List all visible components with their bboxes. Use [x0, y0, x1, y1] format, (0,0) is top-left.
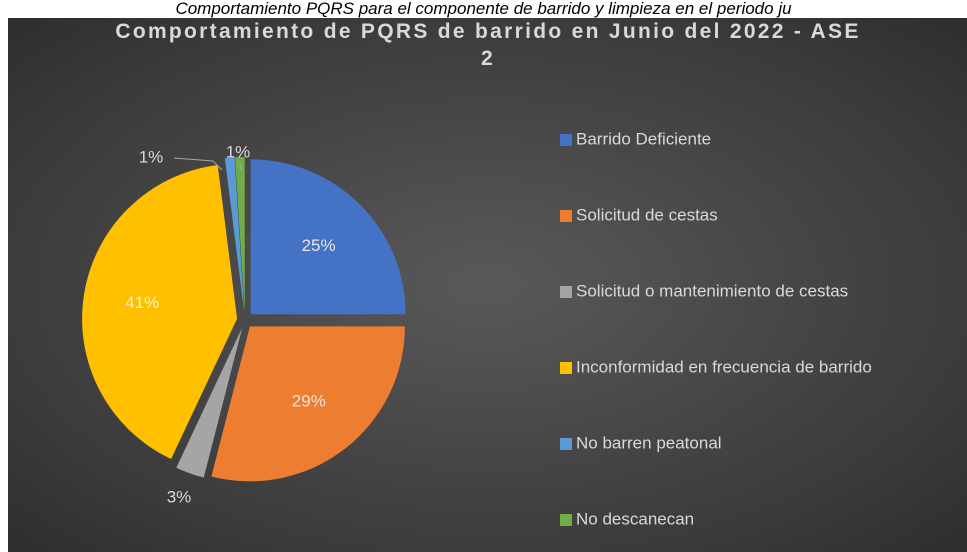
pie-slice — [250, 159, 406, 315]
data-label: 25% — [302, 236, 336, 255]
pie-slice — [176, 327, 243, 478]
legend-swatch — [560, 286, 572, 298]
legend-label: No barren peatonal — [576, 433, 722, 452]
chart-title: Comportamiento de PQRS de barrido en Jun… — [115, 20, 861, 70]
data-label: 29% — [292, 392, 326, 411]
pie-slice — [235, 157, 245, 313]
pie-slice — [211, 326, 405, 482]
caption: Comportamiento PQRS para el componente d… — [175, 0, 792, 18]
legend-label: Solicitud de cestas — [576, 205, 718, 224]
legend-label: Barrido Deficiente — [576, 129, 711, 148]
legend-swatch — [560, 362, 572, 374]
legend-label: Solicitud o mantenimiento de cestas — [576, 281, 848, 300]
legend-swatch — [560, 210, 572, 222]
data-label: 1% — [226, 142, 251, 161]
legend-swatch — [560, 134, 572, 146]
legend-label: No descanecan — [576, 509, 694, 528]
legend-swatch — [560, 514, 572, 526]
pie-slice — [224, 157, 245, 313]
legend-label: Inconformidad en frecuencia de barrido — [576, 357, 872, 376]
data-label: 41% — [125, 293, 159, 312]
chart: 25% 29% 3% 41% 1% 1% Barrido Deficiente Solicit… — [82, 129, 872, 528]
leader-line — [239, 163, 242, 171]
leader-line — [173, 157, 223, 171]
pie-slice — [82, 164, 238, 459]
chart-area: 25% 29% 3% 41% 1% 1% Barrido Deficiente Solicit… — [8, 18, 967, 552]
legend-swatch — [560, 438, 572, 450]
data-label: 1% — [139, 147, 164, 166]
data-label: 3% — [167, 487, 192, 506]
